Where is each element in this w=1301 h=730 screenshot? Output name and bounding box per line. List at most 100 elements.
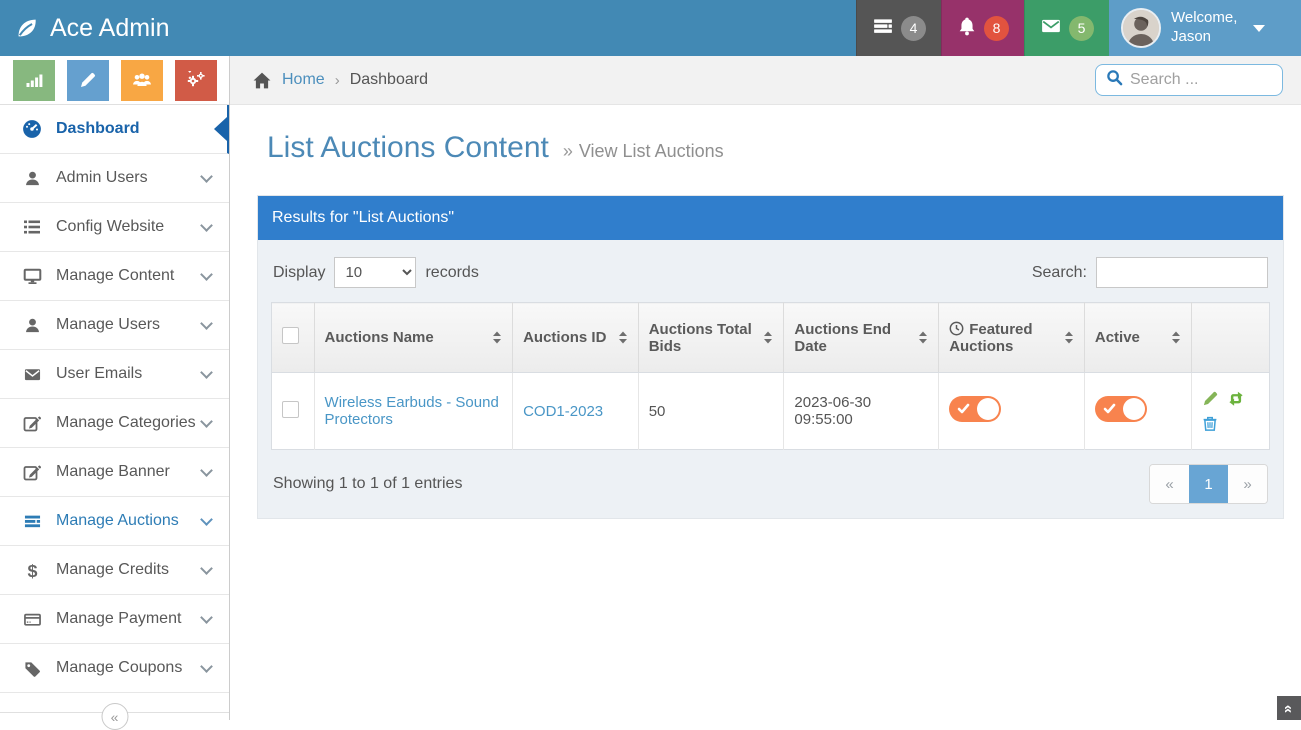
sort-icon bbox=[918, 330, 928, 345]
edit-button[interactable] bbox=[1202, 390, 1219, 407]
actions-cell bbox=[1192, 373, 1270, 450]
nav-search-box bbox=[1095, 64, 1283, 96]
sidebar-menu: Dashboard Admin Users Config Website Man… bbox=[0, 105, 229, 693]
dashboard-icon bbox=[22, 119, 42, 139]
table-search-control: Search: bbox=[1032, 257, 1268, 288]
display-label: Display bbox=[273, 264, 325, 282]
home-icon bbox=[252, 71, 272, 90]
tasks-icon bbox=[872, 16, 894, 41]
pagination: « 1 » bbox=[1149, 464, 1268, 504]
chevron-down-icon bbox=[200, 219, 213, 232]
panel-body: Display 10 records Search: bbox=[258, 240, 1283, 518]
sidebar-item-config-website[interactable]: Config Website bbox=[0, 203, 229, 252]
sidebar-item-label: Manage Credits bbox=[56, 561, 202, 579]
breadcrumb-home-link[interactable]: Home bbox=[282, 71, 325, 89]
brand[interactable]: Ace Admin bbox=[0, 0, 170, 56]
sidebar-item-manage-users[interactable]: Manage Users bbox=[0, 301, 229, 350]
user-menu[interactable]: Welcome, Jason bbox=[1109, 0, 1301, 56]
repost-button[interactable] bbox=[1227, 390, 1245, 407]
chevron-down-icon bbox=[200, 464, 213, 477]
scroll-to-top-button[interactable]: « bbox=[1277, 696, 1301, 720]
user-icon bbox=[22, 170, 42, 187]
check-icon bbox=[957, 402, 970, 419]
sidebar-item-manage-auctions[interactable]: Manage Auctions bbox=[0, 497, 229, 546]
pagination-page-1-button[interactable]: 1 bbox=[1189, 465, 1228, 503]
messages-button[interactable]: 5 bbox=[1024, 0, 1109, 56]
credit-card-icon bbox=[22, 611, 42, 628]
chevron-down-icon bbox=[200, 562, 213, 575]
results-panel: Results for "List Auctions" Display 10 r… bbox=[257, 195, 1284, 519]
sort-icon bbox=[618, 330, 628, 345]
delete-button[interactable] bbox=[1202, 415, 1218, 432]
sidebar-item-label: User Emails bbox=[56, 365, 202, 383]
row-checkbox[interactable] bbox=[282, 401, 299, 418]
featured-cell bbox=[939, 373, 1085, 450]
entries-summary: Showing 1 to 1 of 1 entries bbox=[273, 475, 462, 493]
settings-shortcut-button[interactable] bbox=[175, 60, 217, 101]
sidebar-item-label: Manage Users bbox=[56, 316, 202, 334]
double-arrow-icon: » bbox=[563, 141, 573, 161]
stats-shortcut-button[interactable] bbox=[13, 60, 55, 101]
tasks-button[interactable]: 4 bbox=[856, 0, 941, 56]
breadcrumb-current: Dashboard bbox=[350, 71, 428, 89]
repeat-icon bbox=[1227, 390, 1245, 407]
notifications-count-badge: 8 bbox=[984, 16, 1009, 41]
column-header-end-date[interactable]: Auctions End Date bbox=[784, 303, 939, 373]
table-controls: Display 10 records Search: bbox=[271, 253, 1270, 302]
messages-count-badge: 5 bbox=[1069, 16, 1094, 41]
sidebar-item-user-emails[interactable]: User Emails bbox=[0, 350, 229, 399]
chevron-down-icon bbox=[200, 415, 213, 428]
column-header-total-bids[interactable]: Auctions Total Bids bbox=[638, 303, 784, 373]
users-shortcut-button[interactable] bbox=[121, 60, 163, 101]
total-bids-cell: 50 bbox=[638, 373, 784, 450]
sidebar-item-dashboard[interactable]: Dashboard bbox=[0, 105, 229, 154]
sort-icon bbox=[763, 330, 773, 345]
tasks-icon bbox=[22, 513, 42, 530]
page-title: List Auctions Content bbox=[267, 131, 549, 165]
sidebar-item-admin-users[interactable]: Admin Users bbox=[0, 154, 229, 203]
auction-id-cell: COD1-2023 bbox=[513, 373, 639, 450]
sidebar-item-label: Admin Users bbox=[56, 169, 202, 187]
notifications-button[interactable]: 8 bbox=[941, 0, 1024, 56]
sidebar-item-manage-banner[interactable]: Manage Banner bbox=[0, 448, 229, 497]
sidebar-item-manage-credits[interactable]: $ Manage Credits bbox=[0, 546, 229, 595]
main-content: Home › Dashboard List Auctions Content »… bbox=[230, 56, 1301, 720]
select-all-checkbox[interactable] bbox=[282, 327, 299, 344]
edit-shortcut-button[interactable] bbox=[67, 60, 109, 101]
toggle-knob bbox=[1123, 398, 1145, 420]
auction-id-link[interactable]: COD1-2023 bbox=[523, 403, 603, 420]
table-search-input[interactable] bbox=[1096, 257, 1268, 288]
sort-icon bbox=[492, 330, 502, 345]
svg-text:$: $ bbox=[27, 561, 37, 580]
navbar-right: 4 8 5 Welcome, Jason bbox=[856, 0, 1301, 56]
chevron-down-icon bbox=[200, 170, 213, 183]
sidebar-item-manage-payment[interactable]: Manage Payment bbox=[0, 595, 229, 644]
featured-toggle[interactable] bbox=[949, 396, 1001, 422]
sort-icon bbox=[1064, 330, 1074, 345]
nav-search-input[interactable] bbox=[1130, 71, 1272, 89]
pencil-icon bbox=[79, 71, 97, 89]
search-icon bbox=[1106, 69, 1123, 91]
panel-footer: Showing 1 to 1 of 1 entries « 1 » bbox=[271, 450, 1270, 506]
auction-name-link[interactable]: Wireless Earbuds - Sound Protectors bbox=[325, 394, 499, 428]
records-per-page-select[interactable]: 10 bbox=[334, 257, 416, 288]
column-header-active[interactable]: Active bbox=[1084, 303, 1192, 373]
breadcrumb: Home › Dashboard bbox=[252, 71, 1095, 90]
bell-icon bbox=[957, 16, 977, 41]
sidebar-collapse-button[interactable]: « bbox=[101, 703, 128, 730]
sidebar-item-manage-content[interactable]: Manage Content bbox=[0, 252, 229, 301]
trash-icon bbox=[1202, 415, 1218, 432]
table-row: Wireless Earbuds - Sound Protectors COD1… bbox=[272, 373, 1270, 450]
tasks-count-badge: 4 bbox=[901, 16, 926, 41]
column-header-auctions-id[interactable]: Auctions ID bbox=[513, 303, 639, 373]
column-header-auctions-name[interactable]: Auctions Name bbox=[314, 303, 513, 373]
sidebar-item-label: Dashboard bbox=[56, 120, 209, 138]
sidebar-item-manage-categories[interactable]: Manage Categories bbox=[0, 399, 229, 448]
column-header-featured[interactable]: Featured Auctions bbox=[939, 303, 1085, 373]
sidebar-item-manage-coupons[interactable]: Manage Coupons bbox=[0, 644, 229, 693]
pagination-next-button[interactable]: » bbox=[1228, 465, 1267, 503]
actions-header-cell bbox=[1192, 303, 1270, 373]
pagination-prev-button[interactable]: « bbox=[1150, 465, 1189, 503]
sort-icon bbox=[1171, 330, 1181, 345]
active-toggle[interactable] bbox=[1095, 396, 1147, 422]
